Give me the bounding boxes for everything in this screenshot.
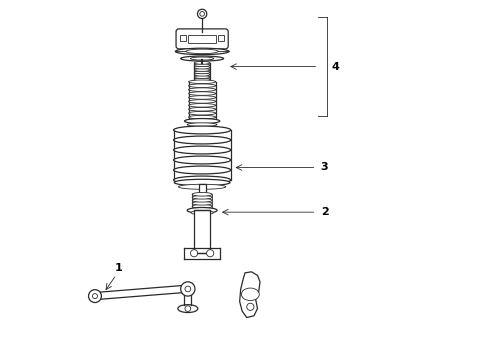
Circle shape [207,249,214,257]
Ellipse shape [173,156,231,164]
Bar [218,35,224,41]
Ellipse shape [173,136,231,144]
Text: 2: 2 [321,207,328,217]
Ellipse shape [194,78,210,81]
Ellipse shape [189,100,216,103]
Ellipse shape [242,288,259,301]
Ellipse shape [186,49,218,54]
Ellipse shape [190,57,214,60]
Circle shape [185,306,191,311]
Ellipse shape [173,146,231,154]
Ellipse shape [194,66,210,69]
Ellipse shape [189,108,216,111]
FancyBboxPatch shape [176,29,228,49]
Bar [188,35,216,43]
Ellipse shape [194,68,210,71]
Ellipse shape [194,64,210,67]
Ellipse shape [192,198,212,202]
Ellipse shape [194,73,210,76]
Ellipse shape [194,80,210,83]
Ellipse shape [173,126,231,134]
Circle shape [247,303,254,310]
Ellipse shape [189,104,216,107]
Ellipse shape [192,195,212,199]
Ellipse shape [178,184,226,189]
Ellipse shape [173,176,231,184]
Text: 1: 1 [115,263,122,273]
Ellipse shape [192,193,212,196]
Ellipse shape [189,115,216,119]
Polygon shape [240,272,260,318]
Circle shape [181,282,195,296]
Circle shape [93,294,98,298]
Ellipse shape [191,211,213,215]
Circle shape [197,9,207,18]
Circle shape [200,12,204,16]
Circle shape [89,290,101,302]
Ellipse shape [189,92,216,95]
Ellipse shape [187,207,217,213]
Ellipse shape [175,48,229,55]
Circle shape [185,286,191,292]
Text: 4: 4 [331,62,339,72]
Ellipse shape [189,84,216,87]
Ellipse shape [192,202,212,205]
Ellipse shape [189,111,216,115]
Ellipse shape [185,118,220,123]
Ellipse shape [174,179,230,186]
Polygon shape [95,285,185,300]
Bar [180,35,186,41]
Text: 3: 3 [321,162,328,172]
Ellipse shape [194,71,210,74]
Ellipse shape [189,119,216,123]
Circle shape [191,249,197,257]
Ellipse shape [178,305,198,312]
Ellipse shape [194,76,210,78]
Ellipse shape [173,166,231,174]
Ellipse shape [189,80,216,84]
Ellipse shape [181,56,223,61]
Bar [194,210,210,253]
Ellipse shape [189,88,216,91]
Ellipse shape [194,62,210,64]
Ellipse shape [192,207,212,211]
Ellipse shape [189,96,216,99]
Ellipse shape [192,204,212,208]
Bar [198,184,206,210]
Ellipse shape [187,123,217,126]
